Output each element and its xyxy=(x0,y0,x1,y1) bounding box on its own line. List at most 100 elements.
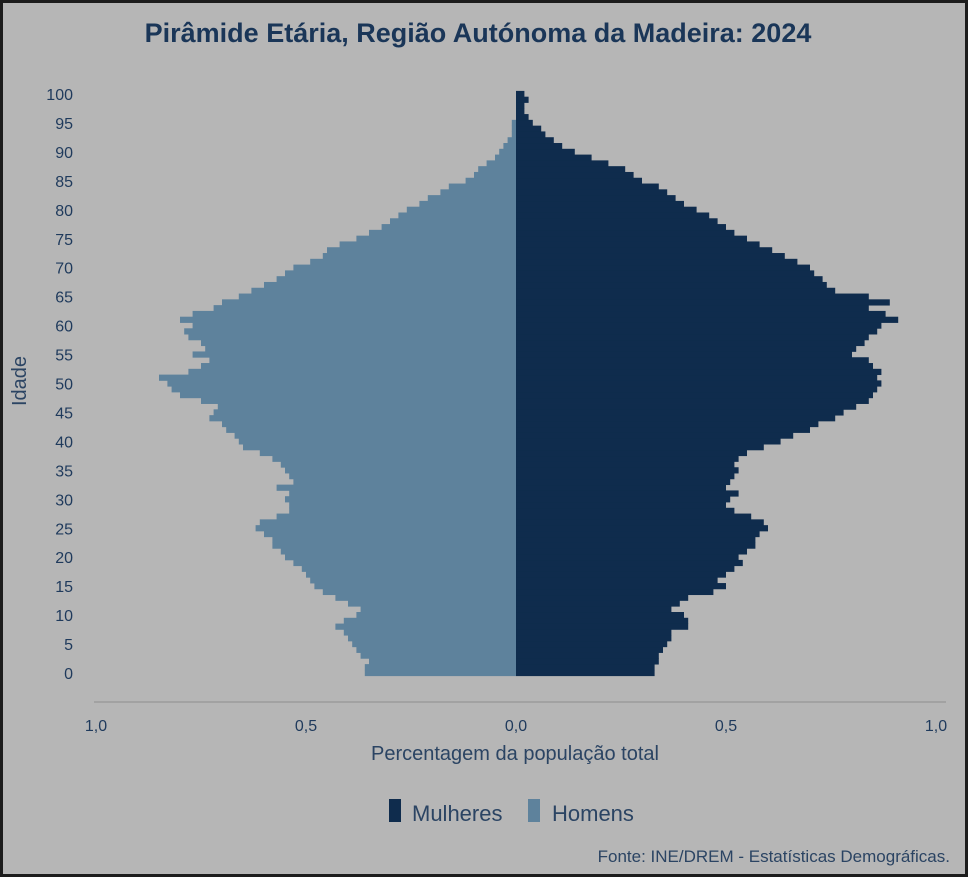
bar-mulheres-age-30 xyxy=(516,496,731,503)
y-tick-label: 100 xyxy=(46,87,73,104)
y-tick-label: 20 xyxy=(55,550,73,567)
bar-mulheres-age-0 xyxy=(516,669,655,677)
bar-homens-age-69 xyxy=(285,270,516,277)
bar-mulheres-age-31 xyxy=(516,490,739,497)
y-tick-label: 45 xyxy=(55,405,73,422)
y-tick-label: 25 xyxy=(55,521,73,538)
bar-mulheres-age-83 xyxy=(516,189,668,196)
bar-homens-age-23 xyxy=(272,536,516,543)
bar-mulheres-age-34 xyxy=(516,473,735,480)
legend-label-homens: Homens xyxy=(552,801,634,826)
bar-mulheres-age-67 xyxy=(516,281,827,289)
y-tick-label: 80 xyxy=(55,203,73,220)
legend-swatch-homens xyxy=(528,799,540,822)
bar-homens-age-11 xyxy=(360,606,516,613)
bar-homens-age-43 xyxy=(222,420,516,428)
legend: Mulheres Homens xyxy=(389,799,634,826)
bar-homens-age-89 xyxy=(495,154,516,161)
bar-mulheres-age-85 xyxy=(516,177,642,184)
bar-homens-age-52 xyxy=(188,368,516,376)
bar-mulheres-age-60 xyxy=(516,322,882,329)
bar-mulheres-age-41 xyxy=(516,432,794,439)
bar-mulheres-age-72 xyxy=(516,253,785,260)
bar-homens-age-54 xyxy=(209,357,516,364)
y-tick-label: 10 xyxy=(55,608,73,625)
bar-mulheres-age-51 xyxy=(516,374,878,381)
bar-mulheres-age-65 xyxy=(516,293,869,300)
y-tick-label: 75 xyxy=(55,232,73,249)
bar-homens-age-70 xyxy=(293,264,516,271)
bar-homens-age-29 xyxy=(289,501,516,509)
bar-mulheres-age-40 xyxy=(516,438,781,445)
bar-mulheres-age-9 xyxy=(516,617,689,624)
y-tick-label: 60 xyxy=(55,319,73,336)
bar-mulheres-age-23 xyxy=(516,536,756,543)
bar-homens-age-77 xyxy=(381,224,516,231)
bar-mulheres-age-55 xyxy=(516,351,852,358)
bar-homens-age-50 xyxy=(167,380,516,387)
bar-homens-age-86 xyxy=(474,171,516,179)
bar-homens-age-71 xyxy=(310,258,516,266)
bar-mulheres-age-18 xyxy=(516,565,735,572)
bar-mulheres-age-46 xyxy=(516,403,857,410)
bar-mulheres-age-90 xyxy=(516,148,575,155)
bar-homens-age-10 xyxy=(356,612,516,619)
bar-mulheres-age-100 xyxy=(516,90,525,98)
bar-homens-age-37 xyxy=(272,455,516,462)
bar-mulheres-age-79 xyxy=(516,212,710,219)
bar-mulheres-age-94 xyxy=(516,125,542,132)
bar-mulheres-age-97 xyxy=(516,108,525,115)
bar-homens-age-38 xyxy=(259,449,516,457)
bar-mulheres-age-4 xyxy=(516,646,663,653)
bar-homens-age-33 xyxy=(293,478,516,486)
bar-mulheres-age-24 xyxy=(516,530,760,538)
bar-mulheres-age-35 xyxy=(516,467,739,474)
bar-homens-age-88 xyxy=(486,160,516,167)
bar-homens-age-49 xyxy=(171,386,516,393)
y-tick-label: 90 xyxy=(55,145,73,162)
bar-mulheres-age-33 xyxy=(516,478,731,486)
bar-homens-age-66 xyxy=(251,287,516,294)
bar-homens-age-58 xyxy=(188,334,516,341)
bar-mulheres-age-11 xyxy=(516,606,672,613)
bar-homens-age-57 xyxy=(201,339,516,347)
bar-mulheres-age-86 xyxy=(516,171,634,179)
bar-homens-age-34 xyxy=(289,473,516,480)
bar-homens-age-75 xyxy=(356,235,516,242)
bar-homens-age-74 xyxy=(339,241,516,248)
x-axis-title: Percentagem da população total xyxy=(371,743,659,765)
bar-homens-age-44 xyxy=(209,415,516,422)
bar-mulheres-age-37 xyxy=(516,455,739,462)
bar-mulheres-age-44 xyxy=(516,415,836,422)
bar-mulheres-age-29 xyxy=(516,501,726,509)
bar-homens-age-72 xyxy=(322,253,516,260)
bar-homens-age-55 xyxy=(192,351,516,358)
bar-mulheres-age-98 xyxy=(516,102,525,109)
bar-homens-age-90 xyxy=(499,148,516,155)
y-tick-label: 0 xyxy=(64,666,73,683)
bar-mulheres-age-74 xyxy=(516,241,760,248)
bar-mulheres-age-1 xyxy=(516,664,655,671)
bar-mulheres-age-56 xyxy=(516,345,857,352)
bar-homens-age-9 xyxy=(343,617,516,624)
bar-mulheres-age-95 xyxy=(516,119,533,127)
bar-mulheres-age-7 xyxy=(516,629,672,636)
bar-homens-age-27 xyxy=(276,513,516,520)
y-tick-label: 5 xyxy=(64,637,73,654)
bar-homens-age-85 xyxy=(465,177,516,184)
bar-mulheres-age-75 xyxy=(516,235,747,242)
bar-mulheres-age-64 xyxy=(516,299,890,306)
bar-mulheres-age-57 xyxy=(516,339,865,347)
bar-homens-age-94 xyxy=(511,125,516,132)
bar-homens-age-84 xyxy=(448,183,516,190)
bar-homens-age-78 xyxy=(390,218,516,225)
bar-mulheres-age-45 xyxy=(516,409,844,416)
bar-mulheres-age-96 xyxy=(516,114,529,121)
bar-homens-age-73 xyxy=(327,247,516,254)
bar-mulheres-age-92 xyxy=(516,137,554,144)
bar-homens-age-6 xyxy=(348,635,516,642)
bar-homens-age-41 xyxy=(234,432,516,439)
bar-homens-age-18 xyxy=(301,565,516,572)
bar-homens-age-62 xyxy=(192,310,516,318)
